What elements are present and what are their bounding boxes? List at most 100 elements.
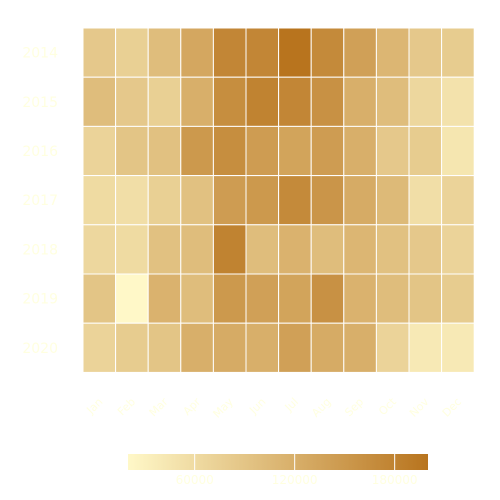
heatmap-cell-2016-jul [278, 125, 312, 177]
heatmap-cell-2015-nov [408, 76, 443, 127]
y-tick-label-2014: 2014 [22, 46, 58, 62]
heatmap-cell-2020-jan [82, 322, 117, 373]
heatmap-cell-2016-aug [310, 125, 345, 177]
heatmap-cell-2020-mar [147, 322, 182, 373]
heatmap-cell-2019-feb [115, 273, 149, 324]
heatmap-cell-2014-jun [245, 27, 280, 78]
heatmap-cell-2018-may [212, 224, 247, 275]
heatmap-cell-2016-dec [441, 125, 475, 177]
heatmap-cell-2016-oct [375, 125, 410, 177]
heatmap-cell-2018-oct [375, 224, 410, 275]
x-tick-label-feb: Feb [115, 395, 138, 418]
heatmap-cell-2017-may [212, 175, 247, 226]
heatmap-cell-2014-may [212, 27, 247, 78]
heatmap-cell-2015-feb [115, 76, 149, 127]
heatmap-cell-2018-nov [408, 224, 443, 275]
heatmap-cell-2020-aug [310, 322, 345, 373]
colorbar-tick-label: 120000 [272, 473, 318, 487]
heatmap-cell-2015-may [212, 76, 247, 127]
heatmap-cell-2016-mar [147, 125, 182, 177]
heatmap-cell-2017-nov [408, 175, 443, 226]
heatmap-cell-2014-oct [375, 27, 410, 78]
colorbar-tick-label: 60000 [176, 473, 214, 487]
heatmap-cell-2018-feb [115, 224, 149, 275]
heatmap-cell-2019-dec [441, 273, 475, 324]
heatmap-cell-2019-sep [343, 273, 377, 324]
heatmap-cell-2020-may [212, 322, 247, 373]
x-tick-label-aug: Aug [309, 395, 333, 419]
heatmap-cell-2019-jun [245, 273, 280, 324]
heatmap-cell-2017-aug [310, 175, 345, 226]
heatmap-cell-2020-nov [408, 322, 443, 373]
heatmap-cell-2018-dec [441, 224, 475, 275]
heatmap-cell-2017-mar [147, 175, 182, 226]
heatmap-cell-2019-aug [310, 273, 345, 324]
heatmap-cell-2014-feb [115, 27, 149, 78]
heatmap-cell-2017-feb [115, 175, 149, 226]
y-tick-label-2017: 2017 [22, 193, 58, 209]
heatmap-cell-2017-jan [82, 175, 117, 226]
colorbar-ticks: 60000 120000 180000 [176, 454, 418, 487]
heatmap-cell-2019-nov [408, 273, 443, 324]
heatmap-cell-2015-mar [147, 76, 182, 127]
heatmap-cell-2020-oct [375, 322, 410, 373]
y-tick-label-2015: 2015 [22, 95, 58, 111]
y-tick-label-2016: 2016 [22, 144, 58, 160]
y-tick-label-2019: 2019 [22, 292, 58, 308]
heatmap-cell-2014-dec [441, 27, 475, 78]
heatmap-cell-2020-jun [245, 322, 280, 373]
heatmap-cell-2017-apr [180, 175, 214, 226]
heatmap-cell-2015-aug [310, 76, 345, 127]
heatmap-cell-2016-feb [115, 125, 149, 177]
heatmap-cell-2015-jun [245, 76, 280, 127]
heatmap-cells [82, 27, 475, 373]
colorbar-gradient [128, 454, 428, 470]
y-tick-label-2018: 2018 [22, 242, 58, 258]
heatmap-cell-2018-jun [245, 224, 280, 275]
heatmap-cell-2019-may [212, 273, 247, 324]
heatmap-cell-2019-apr [180, 273, 214, 324]
x-tick-label-jun: Jun [246, 395, 268, 417]
heatmap-cell-2014-jan [82, 27, 117, 78]
y-tick-label-2020: 2020 [22, 341, 58, 357]
x-tick-label-jan: Jan [84, 395, 106, 417]
heatmap-cell-2016-nov [408, 125, 443, 177]
heatmap-cell-2015-dec [441, 76, 475, 127]
x-tick-label-mar: Mar [147, 395, 171, 419]
heatmap-cell-2017-jul [278, 175, 312, 226]
heatmap-cell-2019-jul [278, 273, 312, 324]
heatmap-cell-2015-jul [278, 76, 312, 127]
y-axis-tick-labels: 2014 2015 2016 2017 2018 2019 2020 [22, 46, 58, 357]
heatmap-cell-2014-jul [278, 27, 312, 78]
heatmap-cell-2018-jan [82, 224, 117, 275]
heatmap-cell-2018-jul [278, 224, 312, 275]
colorbar-legend: 60000 120000 180000 [128, 454, 428, 487]
x-tick-label-apr: Apr [181, 395, 204, 418]
x-tick-label-jul: Jul [282, 395, 301, 414]
x-tick-label-dec: Dec [440, 395, 464, 419]
heatmap-cell-2014-apr [180, 27, 214, 78]
heatmap-cell-2018-mar [147, 224, 182, 275]
heatmap-cell-2016-jun [245, 125, 280, 177]
heatmap-cell-2016-apr [180, 125, 214, 177]
heatmap-cell-2017-sep [343, 175, 377, 226]
x-axis-tick-labels: Jan Feb Mar Apr May Jun Jul Aug Sep Oct Nov Dec [84, 395, 464, 421]
heatmap-cell-2020-apr [180, 322, 214, 373]
heatmap-cell-2020-dec [441, 322, 475, 373]
heatmap-cell-2015-oct [375, 76, 410, 127]
x-tick-label-may: May [211, 395, 237, 421]
heatmap-cell-2018-sep [343, 224, 377, 275]
heatmap-cell-2019-mar [147, 273, 182, 324]
heatmap-cell-2019-oct [375, 273, 410, 324]
heatmap-cell-2014-nov [408, 27, 443, 78]
heatmap-cell-2020-feb [115, 322, 149, 373]
heatmap-cell-2014-aug [310, 27, 345, 78]
heatmap-cell-2015-sep [343, 76, 377, 127]
heatmap-cell-2015-jan [82, 76, 117, 127]
heatmap-cell-2020-jul [278, 322, 312, 373]
heatmap-cell-2015-apr [180, 76, 214, 127]
x-tick-label-oct: Oct [376, 395, 399, 418]
x-tick-label-sep: Sep [342, 395, 366, 419]
